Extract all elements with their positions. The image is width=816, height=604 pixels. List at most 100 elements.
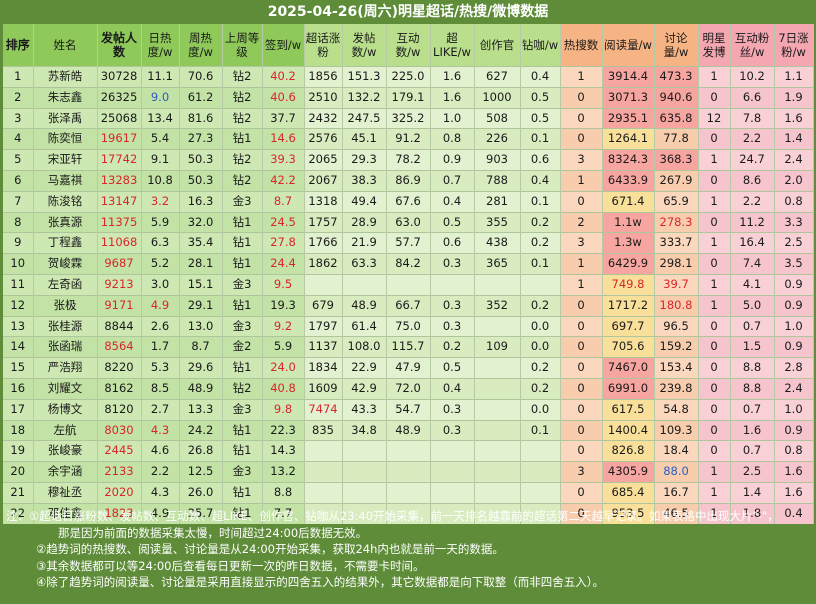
table-cell: 38.3 [342,170,387,192]
table-cell [342,482,387,504]
name-cell: 朱志鑫 [33,87,98,109]
table-cell: 35.4 [179,232,223,254]
column-header: 发帖数/w [342,24,387,67]
table-cell: 0.4 [520,66,561,88]
table-cell: 0 [560,378,603,400]
table-cell: 0 [698,378,731,400]
table-cell: 19.3 [262,295,305,317]
table-cell: 8.5 [141,378,180,400]
table-cell: 1 [698,482,731,504]
table-cell: 11 [3,274,34,296]
table-cell: 2065 [304,149,343,171]
table-row: 12 张极 9171 4.9 29.1 钻1 19.3 679 48.9 66.7 0.3 352 0.… [3,295,814,317]
table-cell: 钻1 [222,253,263,275]
table-cell: 75.0 [386,316,431,337]
table-cell: 48.9 [386,420,431,441]
table-cell: 1.6 [774,108,814,129]
table-cell: 96.5 [654,316,699,337]
table-cell: 4.9 [141,503,180,524]
table-cell: 0.8 [774,440,814,462]
table-cell: 14.6 [262,128,305,150]
table-cell: 0.2 [520,232,561,254]
table-row: 19 张峻豪 2445 4.6 26.8 钻1 14.3 0 826.8 18.4 0 0.7 0.8 [3,440,814,462]
table-cell: 钻2 [222,108,263,129]
table-cell: 14 [3,336,34,358]
table-cell: 11.2 [730,212,775,233]
table-cell: 697.7 [602,316,655,337]
table-row: 10 贺峻霖 9687 5.2 28.1 钻1 24.4 1862 63.3 84.2 0.3 365… [3,253,814,275]
name-cell: 苏新皓 [33,66,98,88]
table-cell: 77.8 [654,128,699,150]
table-row: 7 陈浚铭 13147 3.2 16.3 金3 8.7 1318 49.4 67.6 0.4 281 0… [3,191,814,213]
table-cell: 3914.4 [602,66,655,88]
table-cell: 788 [474,170,521,192]
table-cell: 0 [560,420,603,441]
table-cell: 8564 [97,336,142,358]
table-cell: 115.7 [386,336,431,358]
column-header: 互动粉丝/w [730,24,775,67]
table-cell: 45.1 [342,128,387,150]
table-cell: 3.5 [774,253,814,275]
table-cell: 7.4 [730,253,775,275]
column-header: 讨论量/w [654,24,699,67]
table-cell: 3.0 [141,274,180,296]
table-cell: 4.9 [141,295,180,317]
table-cell: 0 [560,87,603,109]
table-cell: 13283 [97,170,142,192]
table-cell: 54.8 [654,399,699,421]
table-row: 17 杨博文 8120 2.7 13.3 金3 9.8 7474 43.3 54.7 0.3 0.0 0… [3,399,814,421]
table-cell: 0.1 [520,128,561,150]
name-cell: 贺峻霖 [33,253,98,275]
table-cell: 10 [3,253,34,275]
table-cell: 671.4 [602,191,655,213]
table-cell: 1.6 [430,66,475,88]
table-row: 2 朱志鑫 26325 9.0 61.2 钻2 40.6 2510 132.2 179.1 1.6 1… [3,87,814,109]
table-cell: 钻1 [222,482,263,504]
table-cell: 钻1 [222,503,263,524]
table-cell: 508 [474,108,521,129]
table-cell: 37.7 [262,108,305,129]
table-cell: 1.6 [774,461,814,483]
table-cell: 0 [560,440,603,462]
table-cell: 91.2 [386,128,431,150]
table-cell: 835 [304,420,343,441]
column-header: 7日涨粉/w [774,24,814,67]
table-cell: 67.6 [386,191,431,213]
table-cell [520,461,561,483]
table-cell: 1 [698,66,731,88]
table-cell: 钻1 [222,295,263,317]
name-cell: 邓佳鑫 [33,503,98,524]
table-cell: 0 [560,482,603,504]
table-cell: 13 [3,316,34,337]
table-cell: 66.7 [386,295,431,317]
table-cell: 0 [560,191,603,213]
table-row: 8 张真源 11375 5.9 32.0 钻1 24.5 1757 28.9 63.0 0.5 355… [3,212,814,233]
name-cell: 张桂源 [33,316,98,337]
table-cell: 1.3w [602,232,655,254]
table-cell: 247.5 [342,108,387,129]
name-cell: 陈奕恒 [33,128,98,150]
table-cell: 钻1 [222,440,263,462]
name-cell: 马嘉祺 [33,170,98,192]
table-cell: 78.2 [386,149,431,171]
table-cell: 27.3 [179,128,223,150]
table-row: 16 刘耀文 8162 8.5 48.9 钻2 40.8 1609 42.9 72.0 0.4 0.2… [3,378,814,400]
table-cell: 1.8 [730,503,775,524]
table-cell: 24.7 [730,149,775,171]
table-cell [304,274,343,296]
table-cell [386,461,431,483]
header-row: 排序 姓名 发帖人数 日热度/w 周热度/w 上周等级 签到/w 超话涨粉 发帖数/w 互动数/w… [3,24,814,67]
table-cell: 19617 [97,128,142,150]
table-cell: 278.3 [654,212,699,233]
table-cell: 8324.3 [602,149,655,171]
table-cell: 0 [560,336,603,358]
table-cell [474,357,521,379]
table-cell: 2.7 [141,399,180,421]
table-cell: 11.1 [141,66,180,88]
table-cell: 2935.1 [602,108,655,129]
table-cell: 63.0 [386,212,431,233]
table-cell: 368.3 [654,149,699,171]
table-cell: 627 [474,66,521,88]
table-cell: 0 [698,316,731,337]
table-row: 3 张泽禹 25068 13.4 81.6 钻2 37.7 2432 247.5 325.2 1.0… [3,108,814,129]
